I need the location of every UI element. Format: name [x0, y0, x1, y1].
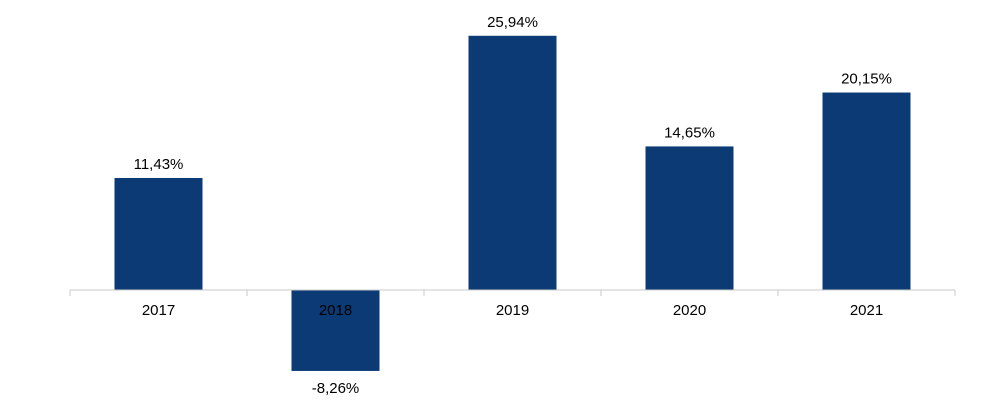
x-axis: [69, 289, 956, 296]
bar-2021: [822, 92, 911, 290]
x-tick-label: 2017: [142, 302, 175, 319]
bars-layer: [114, 35, 911, 371]
labels-layer: 2017 11,43% 2018 -8,26% 2019 25,94% 2020 14,65%…: [134, 14, 892, 397]
x-tick-label: 2018: [319, 302, 352, 319]
x-tick-label: 2021: [850, 302, 883, 319]
bar-2020: [645, 146, 734, 290]
x-tick-label: 2019: [496, 302, 529, 319]
x-tick-label: 2020: [673, 302, 706, 319]
data-label: -8,26%: [312, 380, 360, 397]
bar-2018: [291, 290, 380, 371]
data-label: 20,15%: [841, 71, 892, 88]
bar-2017: [114, 177, 203, 290]
data-label: 14,65%: [664, 124, 715, 141]
data-label: 25,94%: [487, 14, 538, 31]
data-label: 11,43%: [134, 156, 184, 173]
bar-2019: [468, 35, 557, 291]
